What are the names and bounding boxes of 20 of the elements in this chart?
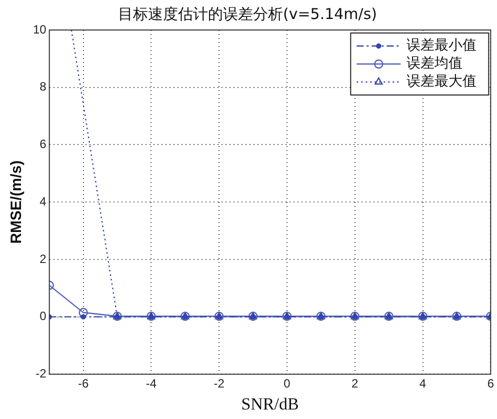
legend-label: 误差最小值 [406, 38, 477, 54]
x-tick-label: 0 [284, 376, 291, 391]
y-axis-title: RMSE/(m/s) [8, 160, 26, 244]
y-tick-label: 8 [40, 80, 47, 94]
x-axis-title: SNR/dB [241, 394, 299, 414]
y-tick-label: 0 [40, 309, 47, 324]
legend-label: 误差均值 [406, 56, 463, 72]
y-tick-label: -2 [36, 366, 47, 381]
x-tick-label: -4 [146, 376, 157, 391]
y-tick-label: 6 [40, 137, 47, 152]
y-tick-label: 2 [40, 252, 47, 266]
y-tick-label: 4 [40, 194, 47, 208]
x-tick-label: 2 [352, 376, 359, 391]
x-tick-label: 6 [487, 376, 494, 391]
chart-title: 目标速度估计的误差分析(v=5.14m/s) [118, 4, 378, 23]
x-tick-label: -2 [214, 376, 225, 391]
y-tick-label: 10 [32, 22, 47, 36]
x-tick-label: 4 [419, 376, 426, 391]
x-tick-label: -6 [78, 376, 89, 391]
legend-label: 误差最大值 [406, 74, 477, 90]
